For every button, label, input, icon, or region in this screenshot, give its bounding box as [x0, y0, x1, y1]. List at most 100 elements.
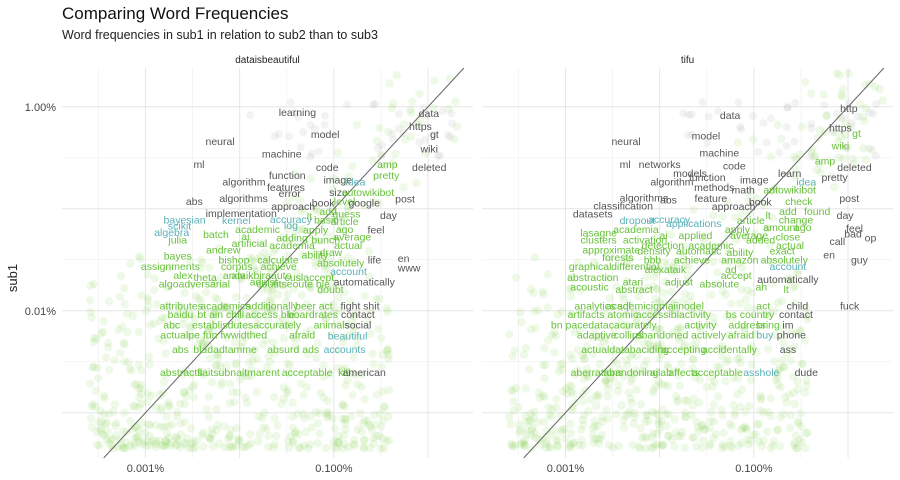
- data-point: [162, 439, 171, 448]
- data-point: [163, 301, 172, 310]
- data-point: [259, 248, 269, 257]
- data-point: [115, 348, 125, 358]
- data-point: [245, 253, 255, 262]
- data-point: [111, 421, 120, 431]
- data-point: [685, 297, 694, 306]
- data-point: [115, 292, 125, 301]
- data-point: [682, 396, 692, 405]
- data-point: [380, 403, 389, 412]
- data-point: [364, 247, 374, 256]
- data-point: [538, 287, 547, 296]
- data-point: [667, 267, 676, 277]
- data-point: [360, 416, 369, 425]
- data-point: [120, 357, 129, 366]
- data-point: [311, 257, 320, 266]
- data-point: [526, 325, 536, 334]
- data-point: [595, 342, 605, 352]
- data-point: [369, 359, 378, 369]
- data-point: [511, 273, 520, 282]
- word-label: asshole: [743, 367, 779, 379]
- data-point: [255, 277, 265, 287]
- data-point: [269, 248, 278, 257]
- data-point: [243, 372, 253, 381]
- data-point: [286, 98, 295, 107]
- data-point: [683, 270, 692, 280]
- data-point: [634, 292, 643, 301]
- data-point: [534, 388, 544, 397]
- word-label: abandoned: [636, 330, 689, 342]
- data-point: [334, 293, 344, 302]
- word-label: adjust: [665, 276, 693, 288]
- data-point: [785, 424, 795, 433]
- data-point: [644, 416, 653, 426]
- data-point: [104, 343, 113, 352]
- reference-line: [103, 67, 465, 459]
- data-point: [708, 382, 718, 391]
- data-point: [143, 437, 153, 446]
- data-point: [293, 409, 302, 418]
- data-point: [167, 420, 177, 429]
- data-point: [836, 133, 846, 142]
- word-label: post: [395, 194, 415, 206]
- data-point: [530, 307, 539, 316]
- data-point: [111, 431, 121, 440]
- data-point: [797, 438, 806, 447]
- word-label: article: [737, 215, 765, 227]
- data-point: [697, 232, 707, 242]
- data-point: [110, 400, 120, 409]
- grid: [482, 68, 893, 458]
- data-point: [706, 439, 715, 449]
- data-point: [150, 285, 159, 295]
- data-point: [842, 143, 851, 152]
- data-point: [773, 120, 782, 130]
- data-point: [368, 434, 378, 443]
- data-point: [247, 371, 256, 381]
- data-point: [312, 353, 321, 362]
- word-label: abstracts: [160, 367, 203, 379]
- data-point: [251, 308, 260, 318]
- data-point: [568, 402, 577, 412]
- data-point: [333, 148, 343, 158]
- data-point: [603, 273, 613, 283]
- data-point: [678, 427, 687, 437]
- data-point: [613, 386, 623, 396]
- data-point: [255, 429, 264, 438]
- word-label: idea: [346, 177, 366, 189]
- facet-label: tifu: [681, 55, 694, 66]
- word-label: idea: [796, 177, 816, 189]
- word-label: adaptive: [577, 330, 617, 342]
- data-point: [649, 443, 658, 452]
- data-point: [694, 398, 704, 407]
- data-point: [764, 407, 773, 417]
- data-point: [676, 324, 685, 334]
- data-point: [649, 385, 658, 394]
- data-point: [649, 272, 659, 282]
- data-point: [199, 338, 208, 347]
- data-point: [516, 440, 526, 449]
- data-point: [378, 434, 388, 443]
- data-point: [369, 100, 378, 109]
- data-point: [553, 310, 562, 320]
- data-point: [875, 84, 885, 94]
- data-point: [582, 364, 592, 373]
- word-label: abstraction: [567, 272, 619, 284]
- data-point: [754, 437, 763, 446]
- data-point: [255, 252, 265, 262]
- word-label: math: [731, 185, 755, 197]
- word-label: shit: [363, 301, 379, 313]
- data-point: [198, 258, 207, 267]
- data-point: [100, 431, 109, 440]
- data-point: [790, 152, 799, 161]
- data-point: [744, 195, 753, 205]
- data-point: [283, 290, 292, 299]
- data-point: [134, 360, 144, 369]
- word-label: average: [333, 232, 371, 244]
- word-label: corpus: [221, 261, 253, 273]
- data-point: [187, 332, 196, 341]
- word-label: models: [673, 168, 707, 180]
- data-point: [374, 143, 383, 152]
- data-point: [143, 293, 153, 303]
- data-point: [137, 380, 146, 390]
- data-point: [740, 325, 749, 334]
- data-point: [263, 324, 273, 333]
